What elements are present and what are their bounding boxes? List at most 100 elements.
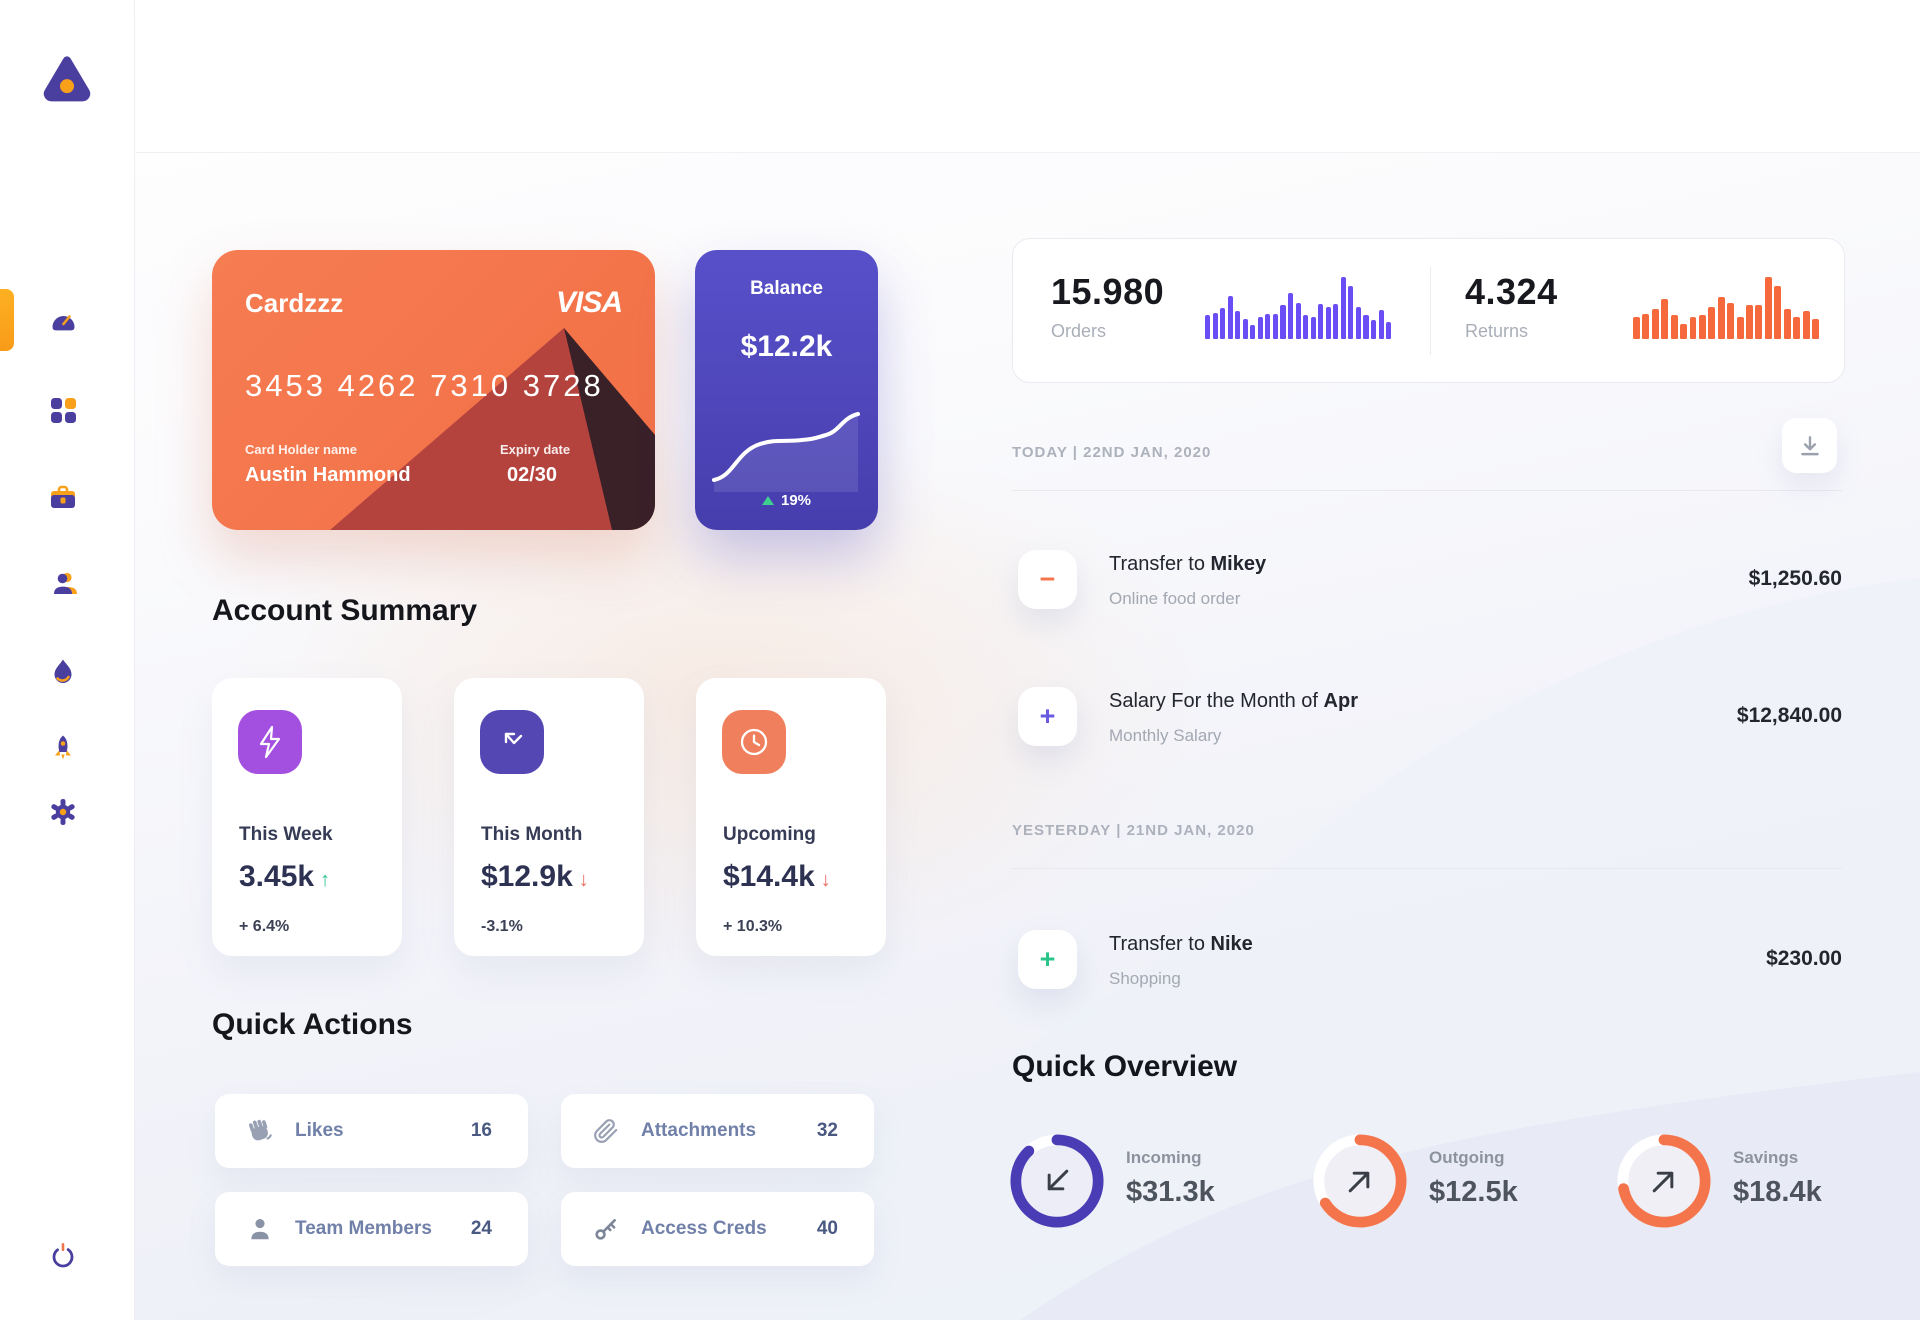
power-icon xyxy=(52,1243,74,1268)
transaction-amount: $230.00 xyxy=(1766,947,1842,970)
sidebar-item-apps[interactable] xyxy=(40,387,86,433)
transactions-date-header: TODAY | 22ND JAN, 2020 xyxy=(1012,444,1212,461)
sidebar-item-activity[interactable] xyxy=(40,649,86,695)
team-member-icon xyxy=(245,1216,275,1242)
quick-action-likes[interactable]: Likes 16 xyxy=(215,1094,528,1168)
sidebar-item-launch[interactable] xyxy=(40,725,86,771)
transactions-date-header: YESTERDAY | 21ND JAN, 2020 xyxy=(1012,822,1255,839)
sidebar-item-users[interactable] xyxy=(40,560,86,606)
card-name: Cardzzz xyxy=(245,288,344,318)
card-expiry-value: 02/30 xyxy=(507,464,558,486)
balance-change-value: 19% xyxy=(780,492,812,509)
orders-value: 15.980 xyxy=(1051,271,1165,312)
briefcase-icon xyxy=(51,485,75,508)
overview-value: $12.5k xyxy=(1429,1176,1518,1208)
quick-actions-title: Quick Actions xyxy=(212,1008,413,1041)
trend-arrow: ↓ xyxy=(820,869,831,891)
balance-label: Balance xyxy=(750,278,823,299)
trend-arrow: ↓ xyxy=(578,869,589,891)
transaction-row-salary[interactable]: + Salary For the Month of Apr Monthly Sa… xyxy=(1012,687,1842,747)
app-logo[interactable] xyxy=(39,50,95,111)
credit-card: Cardzzz VISA 3453 4262 7310 3728 Card Ho… xyxy=(212,250,655,530)
summary-card-this-week: This Week 3.45k ↑ + 6.4% xyxy=(212,678,402,956)
overview-value: $31.3k xyxy=(1126,1176,1215,1208)
dashboard-speedometer-icon xyxy=(52,315,74,331)
transaction-title: Salary For the Month of Apr xyxy=(1109,690,1358,712)
key-icon xyxy=(591,1216,621,1242)
summary-change: + 10.3% xyxy=(723,918,783,935)
quick-action-label: Attachments xyxy=(641,1120,757,1141)
quick-action-team-members[interactable]: Team Members 24 xyxy=(215,1192,528,1266)
summary-value: 3.45k ↑ xyxy=(239,860,331,893)
download-icon xyxy=(1800,435,1819,455)
summary-value: $14.4k ↓ xyxy=(723,860,831,893)
quick-action-value: 16 xyxy=(470,1120,492,1141)
transaction-sign-icon: − xyxy=(1018,550,1077,609)
quick-action-value: 24 xyxy=(470,1218,492,1239)
quick-action-access-creds[interactable]: Access Creds 40 xyxy=(561,1192,874,1266)
transaction-sign-icon: + xyxy=(1018,687,1077,746)
summary-label: This Month xyxy=(481,824,583,845)
sidebar-item-work[interactable] xyxy=(40,474,86,520)
divider xyxy=(1012,490,1842,491)
overview-value: $18.4k xyxy=(1733,1176,1822,1208)
lightning-icon xyxy=(238,710,302,774)
active-nav-indicator xyxy=(0,289,14,351)
card-pyramid-decoration xyxy=(330,328,655,530)
transaction-row-mikey[interactable]: − Transfer to Mikey Online food order $1… xyxy=(1012,550,1842,610)
summary-change: -3.1% xyxy=(481,918,523,935)
account-summary-title: Account Summary xyxy=(212,594,478,627)
quick-action-value: 32 xyxy=(816,1120,838,1141)
savings-ring xyxy=(1615,1132,1713,1230)
balance-line-chart xyxy=(712,412,860,492)
balance-change: 19% xyxy=(695,492,878,509)
transaction-row-nike[interactable]: + Transfer to Nike Shopping $230.00 xyxy=(1012,930,1842,990)
quick-overview-title: Quick Overview xyxy=(1012,1050,1238,1083)
summary-value: $12.9k ↓ xyxy=(481,860,589,893)
transaction-sign-icon: + xyxy=(1018,930,1077,989)
download-statement-button[interactable] xyxy=(1782,418,1837,473)
transaction-subtitle: Online food order xyxy=(1109,589,1241,608)
card-holder-label: Card Holder name xyxy=(245,442,357,457)
visa-logo: VISA xyxy=(555,286,623,319)
incoming-ring xyxy=(1008,1132,1106,1230)
transaction-title: Transfer to Mikey xyxy=(1109,553,1267,575)
transaction-amount: $12,840.00 xyxy=(1736,704,1842,727)
overview-savings: Savings $18.4k xyxy=(1615,1128,1915,1238)
trend-arrows-icon xyxy=(480,710,544,774)
overview-outgoing: Outgoing $12.5k xyxy=(1311,1128,1611,1238)
arrow-up-right-icon xyxy=(1652,1171,1674,1193)
overview-incoming: Incoming $31.3k xyxy=(1008,1128,1308,1238)
card-holder-name: Austin Hammond xyxy=(245,464,411,486)
returns-value: 4.324 xyxy=(1465,271,1558,312)
transaction-subtitle: Shopping xyxy=(1109,969,1181,988)
orders-returns-panel: 15.980 Orders 4.324 Returns xyxy=(1012,238,1845,383)
flame-icon xyxy=(54,659,72,683)
summary-label: Upcoming xyxy=(723,824,816,845)
sidebar-item-dashboard[interactable] xyxy=(40,297,86,343)
arrow-down-left-icon xyxy=(1047,1169,1069,1191)
orders-label: Orders xyxy=(1051,321,1107,341)
sidebar xyxy=(0,0,135,1320)
overview-label: Incoming xyxy=(1126,1148,1202,1167)
overview-label: Outgoing xyxy=(1429,1148,1505,1167)
user-icon xyxy=(53,572,77,594)
quick-action-attachments[interactable]: Attachments 32 xyxy=(561,1094,874,1168)
sidebar-item-settings[interactable] xyxy=(40,789,86,835)
transaction-amount: $1,250.60 xyxy=(1748,567,1842,590)
card-number: 3453 4262 7310 3728 xyxy=(245,368,604,403)
paperclip-icon xyxy=(591,1118,621,1144)
arrow-up-right-icon xyxy=(1348,1171,1370,1193)
summary-change: + 6.4% xyxy=(239,918,290,935)
orders-bar-chart xyxy=(1205,277,1392,339)
returns-bar-chart xyxy=(1633,277,1819,339)
sidebar-logout-button[interactable] xyxy=(40,1232,86,1278)
trend-arrow: ↑ xyxy=(320,869,331,891)
summary-label: This Week xyxy=(239,824,333,845)
summary-card-upcoming: Upcoming $14.4k ↓ + 10.3% xyxy=(696,678,886,956)
summary-card-this-month: This Month $12.9k ↓ -3.1% xyxy=(454,678,644,956)
quick-action-label: Access Creds xyxy=(641,1218,767,1239)
trend-up-icon xyxy=(761,496,774,505)
